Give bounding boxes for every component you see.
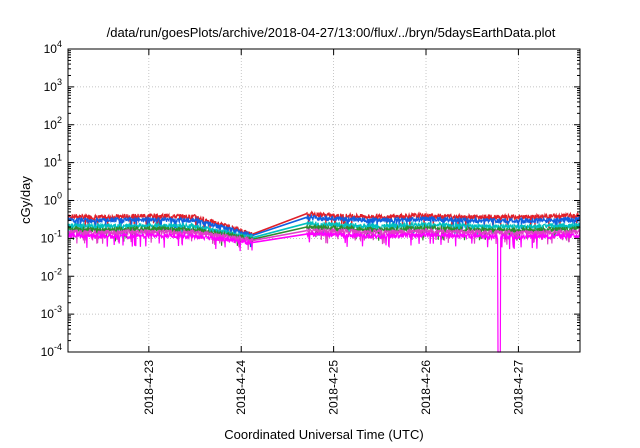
gap-connector (252, 216, 307, 237)
series-layer (67, 210, 581, 353)
grid (68, 49, 580, 352)
y-tick-label: 104 (44, 39, 62, 56)
x-tick-label: 2018-4-26 (419, 360, 433, 415)
x-tick-label: 2018-4-25 (327, 360, 341, 415)
y-tick-label: 103 (44, 77, 62, 94)
gap-connector (252, 233, 307, 244)
ticks (68, 48, 580, 353)
y-tick-label: 10-1 (41, 228, 62, 245)
y-tick-label: 10-4 (41, 342, 62, 359)
y-tick-label: 100 (44, 191, 62, 208)
x-tick-label: 2018-4-24 (234, 360, 248, 415)
series-trace (306, 213, 581, 233)
y-tick-label: 10-2 (41, 266, 62, 283)
y-tick-label: 102 (44, 115, 62, 132)
gap-connector (252, 222, 307, 239)
y-tick-label: 10-3 (41, 304, 62, 321)
y-axis-label: cGy/day (18, 176, 33, 224)
series-6 (67, 230, 581, 353)
x-tick-label: 2018-4-23 (142, 360, 156, 415)
y-tick-labels: 10-4 10-3 10-2 10-1 100 101 102 103 104 (41, 39, 62, 359)
x-tick-label: 2018-4-27 (511, 360, 525, 415)
series-trace (67, 231, 254, 252)
chart-title: /data/run/goesPlots/archive/2018-04-27/1… (107, 25, 556, 40)
x-axis-label: Coordinated Universal Time (UTC) (224, 427, 423, 442)
series-trace (306, 230, 581, 353)
series-trace (306, 219, 581, 238)
x-tick-labels: 2018-4-23 2018-4-24 2018-4-25 2018-4-26 2018… (142, 360, 526, 415)
gap-connector (252, 229, 307, 242)
series-trace (67, 212, 254, 241)
y-tick-label: 101 (44, 153, 62, 170)
gap-connector (252, 212, 307, 235)
gap-connector (252, 226, 307, 240)
